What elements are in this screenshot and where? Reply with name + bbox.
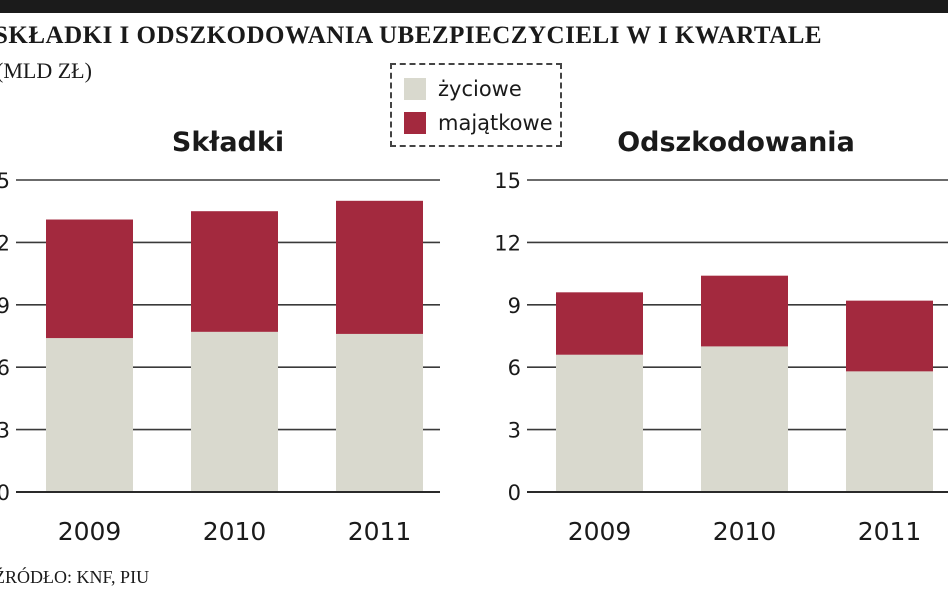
bar-segment [701,275,788,347]
y-tick-label: 6 [508,356,521,380]
bar-segment [846,371,933,492]
y-tick-label: 12 [494,231,521,255]
x-tick-label: 2011 [348,517,412,546]
chart-panel-1: Odszkodowania 0 3 6 9 12 15 2009 2010 2011 [494,127,948,546]
legend-label-property: majątkowe [438,111,553,135]
bar-segment [846,300,933,372]
y-tick-label: 6 [0,356,10,380]
legend-item-life: życiowe [404,77,522,101]
x-tick-label: 2009 [568,517,632,546]
source-note: ŹRÓDŁO: KNF, PIU [0,567,150,587]
y-tick-label: 9 [508,294,521,318]
bar-segment [191,211,278,332]
y-tick-label: 0 [0,481,10,505]
bar-segment [46,338,133,492]
bar-segment [336,200,423,334]
y-tick-label: 9 [0,294,10,318]
legend: życiowe majątkowe [390,63,562,147]
x-tick-label: 2010 [713,517,777,546]
legend-swatch-life [404,78,426,100]
y-tick-label: 15 [494,169,521,193]
y-tick-label: 3 [508,419,521,443]
chart-panel-0: Składki 0 3 6 9 12 15 2009 2010 2011 [0,127,440,546]
legend-swatch-property [404,112,426,134]
x-tick-label: 2009 [58,517,122,546]
y-tick-label: 15 [0,169,10,193]
bar-segment [191,331,278,492]
y-tick-label: 3 [0,419,10,443]
x-tick-label: 2011 [858,517,922,546]
x-tick-label: 2010 [203,517,267,546]
legend-label-life: życiowe [438,77,522,101]
bar-segment [46,219,133,339]
bar-segment [336,333,423,492]
y-tick-label: 0 [508,481,521,505]
top-bar [0,0,948,13]
chart-title: SKŁADKI I ODSZKODOWANIA UBEZPIECZYCIELI … [0,22,823,49]
unit-label: (MLD ZŁ) [0,58,92,83]
bar-segment [556,292,643,355]
y-tick-label: 12 [0,231,10,255]
bar-segment [556,354,643,492]
panel-title: Składki [172,127,284,158]
panel-title: Odszkodowania [617,127,855,158]
bar-segment [701,346,788,492]
legend-item-property: majątkowe [404,111,553,135]
